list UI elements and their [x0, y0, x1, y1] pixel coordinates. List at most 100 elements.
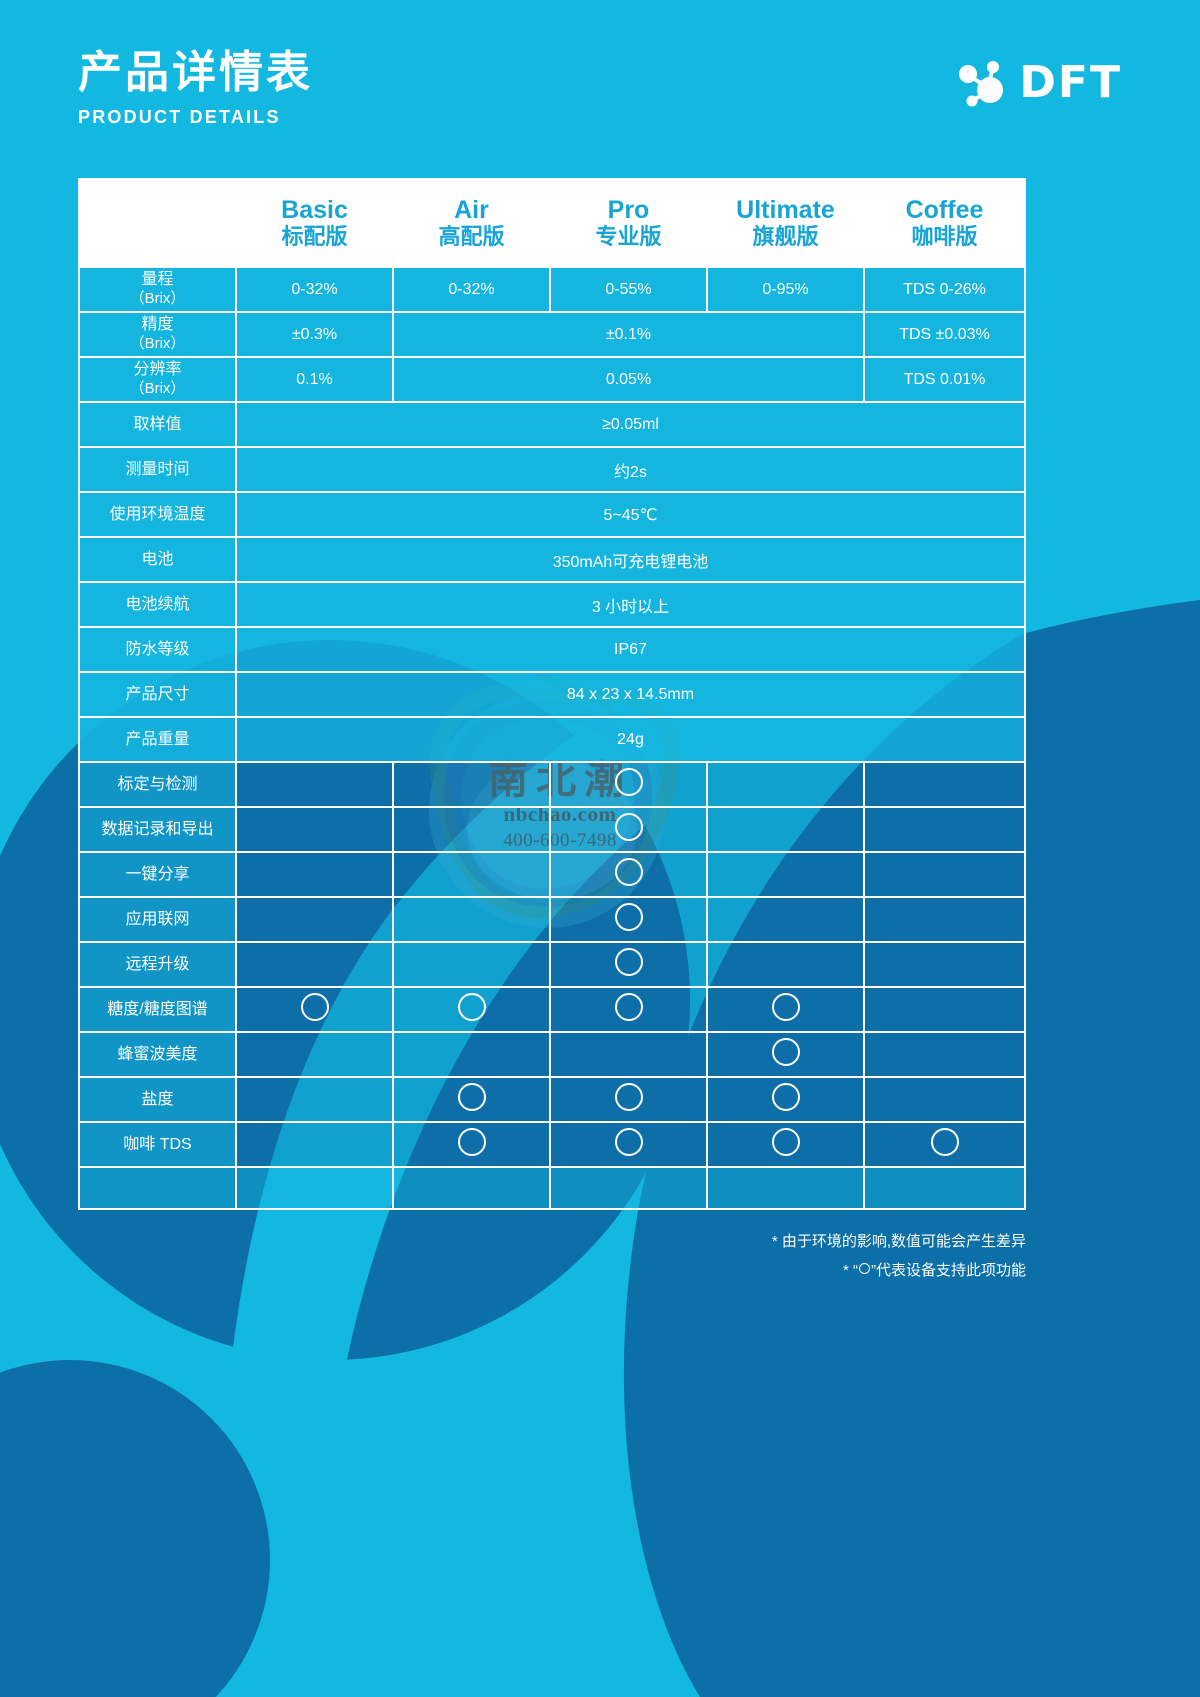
row-label: 应用联网 [78, 898, 237, 943]
column-header-cn: 咖啡版 [911, 224, 978, 250]
feature-empty-cell [865, 943, 1026, 988]
row-label-main: 分辨率 [133, 361, 182, 379]
feature-supported-cell [551, 1078, 708, 1123]
row-label-main: 量程 [141, 271, 174, 289]
molecule-icon [959, 61, 1004, 107]
circle-mark-icon [614, 903, 643, 931]
circle-mark-icon [771, 1038, 800, 1066]
feature-empty-cell [865, 853, 1026, 898]
row-label: 量程 （Brix） [78, 268, 237, 313]
feature-supported-cell [708, 1078, 865, 1123]
row-label: 分辨率 （Brix） [78, 358, 237, 403]
feature-empty-cell [708, 808, 865, 853]
row-label: 糖度/糖度图谱 [78, 988, 237, 1033]
row-label-sub: （Brix） [129, 335, 186, 353]
table-row: 蜂蜜波美度 [78, 1033, 1026, 1078]
table-row: 咖啡 TDS [78, 1123, 1026, 1168]
feature-empty-cell [394, 898, 551, 943]
feature-supported-cell [708, 988, 865, 1033]
circle-mark-icon [300, 993, 329, 1021]
feature-empty-cell [865, 763, 1026, 808]
circle-mark-icon [614, 1128, 643, 1156]
column-header-cn: 标配版 [281, 224, 348, 250]
row-label: 标定与检测 [78, 763, 237, 808]
circle-mark-icon [614, 948, 643, 976]
spec-value-cell: TDS 0.01% [865, 358, 1026, 403]
row-label-sub: （Brix） [129, 380, 186, 398]
column-header-en: Basic [281, 195, 348, 224]
column-header-en: Coffee [905, 195, 984, 224]
feature-supported-cell [551, 763, 708, 808]
feature-empty-cell [237, 1033, 394, 1078]
circle-mark-icon [771, 1083, 800, 1111]
feature-empty-cell [708, 763, 865, 808]
column-header-en: Pro [607, 195, 650, 224]
feature-supported-cell [551, 943, 708, 988]
spec-value-cell: 0-32% [237, 268, 394, 313]
circle-mark-icon [457, 1083, 486, 1111]
row-label: 防水等级 [78, 628, 237, 673]
spec-value-cell: 约2s [237, 448, 1026, 493]
circle-mark-icon [457, 993, 486, 1021]
feature-empty-cell [551, 1168, 708, 1210]
circle-mark-icon [614, 993, 643, 1021]
feature-supported-cell [551, 988, 708, 1033]
feature-empty-cell [394, 1168, 551, 1210]
spec-value-cell: 84 x 23 x 14.5mm [237, 673, 1026, 718]
spec-value-cell: 0.1% [237, 358, 394, 403]
row-label [78, 1168, 237, 1210]
row-label: 电池续航 [78, 583, 237, 628]
row-label-main: 精度 [141, 316, 174, 334]
table-row: 分辨率 （Brix） 0.1% 0.05% TDS 0.01% [78, 358, 1026, 403]
spec-value-cell: 3 小时以上 [237, 583, 1026, 628]
table-row: 远程升级 [78, 943, 1026, 988]
feature-empty-cell [708, 943, 865, 988]
row-label-sub: （Brix） [129, 290, 186, 308]
table-body: 量程 （Brix） 0-32% 0-32% 0-55% 0-95% TDS 0-26% 精度（… [78, 268, 1026, 1210]
spec-value-cell: 0-55% [551, 268, 708, 313]
spec-value-cell: IP67 [237, 628, 1026, 673]
feature-empty-cell [865, 1078, 1026, 1123]
row-label: 产品重量 [78, 718, 237, 763]
column-header-basic: Basic 标配版 [237, 178, 394, 268]
table-row: 应用联网 [78, 898, 1026, 943]
column-header-cn: 专业版 [595, 224, 662, 250]
feature-empty-cell [865, 898, 1026, 943]
circle-mark-icon [614, 858, 643, 886]
footnote-prefix: * “ [843, 1261, 858, 1279]
feature-supported-cell [394, 988, 551, 1033]
table-row: 标定与检测 [78, 763, 1026, 808]
feature-supported-cell [551, 898, 708, 943]
row-label: 蜂蜜波美度 [78, 1033, 237, 1078]
table-row: 使用环境温度 5~45℃ [78, 493, 1026, 538]
table-row: 防水等级 IP67 [78, 628, 1026, 673]
row-label: 精度 （Brix） [78, 313, 237, 358]
row-label: 电池 [78, 538, 237, 583]
column-header-air: Air 高配版 [394, 178, 551, 268]
row-label: 取样值 [78, 403, 237, 448]
feature-supported-cell [865, 1123, 1026, 1168]
table-row: 产品重量 24g [78, 718, 1026, 763]
table-row: 取样值 ≥0.05ml [78, 403, 1026, 448]
column-header-cn: 高配版 [438, 224, 505, 250]
footnote-suffix: ”代表设备支持此项功能 [871, 1261, 1026, 1279]
feature-empty-cell [237, 1078, 394, 1123]
feature-empty-cell [237, 898, 394, 943]
spec-value-cell: ±0.1% [394, 313, 865, 358]
row-label: 使用环境温度 [78, 493, 237, 538]
column-header-cn: 旗舰版 [752, 224, 819, 250]
feature-empty-cell [865, 988, 1026, 1033]
row-label: 咖啡 TDS [78, 1123, 237, 1168]
table-row: 测量时间 约2s [78, 448, 1026, 493]
feature-supported-cell [237, 988, 394, 1033]
row-label: 盐度 [78, 1078, 237, 1123]
table-row: 电池续航 3 小时以上 [78, 583, 1026, 628]
feature-empty-cell [394, 808, 551, 853]
table-row: 产品尺寸 84 x 23 x 14.5mm [78, 673, 1026, 718]
page-header: 产品详情表 PRODUCT DETAILS DFT [78, 48, 1122, 158]
feature-supported-cell [708, 1123, 865, 1168]
table-row [78, 1168, 1026, 1210]
row-label: 产品尺寸 [78, 673, 237, 718]
table-row: 一键分享 [78, 853, 1026, 898]
circle-mark-icon [771, 993, 800, 1021]
